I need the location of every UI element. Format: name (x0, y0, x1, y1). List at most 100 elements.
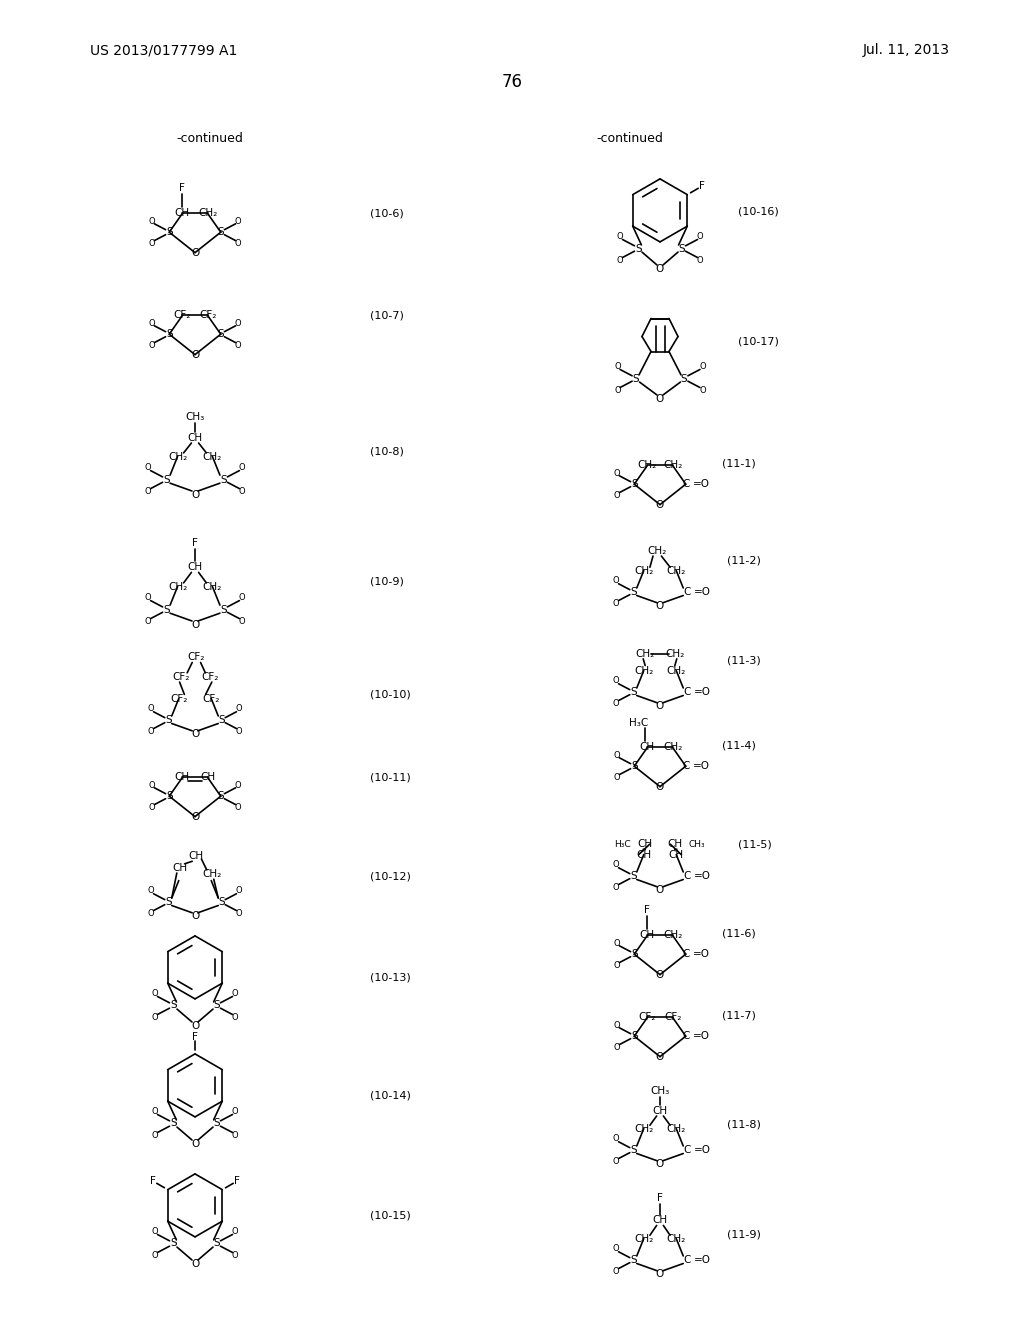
Text: O: O (612, 577, 620, 586)
Text: O: O (144, 618, 152, 626)
Text: CH: CH (175, 772, 190, 783)
Text: S: S (631, 1031, 638, 1041)
Text: (10-11): (10-11) (370, 774, 411, 783)
Text: S: S (166, 329, 173, 339)
Text: S: S (163, 475, 170, 484)
Text: F: F (150, 1176, 156, 1185)
Text: CH₂: CH₂ (634, 1123, 653, 1134)
Text: O: O (612, 676, 620, 685)
Text: CH: CH (652, 1216, 668, 1225)
Text: O: O (234, 803, 242, 812)
Text: O: O (656, 1052, 665, 1061)
Text: S: S (170, 1118, 177, 1129)
Text: S: S (631, 949, 638, 960)
Text: C: C (683, 871, 690, 882)
Text: S: S (630, 1255, 637, 1265)
Text: O: O (152, 1251, 158, 1261)
Text: CH₂: CH₂ (667, 665, 686, 676)
Text: CF₂: CF₂ (174, 310, 191, 321)
Text: CH₂: CH₂ (663, 742, 682, 752)
Text: O: O (656, 701, 665, 711)
Text: O: O (190, 729, 199, 739)
Text: S: S (213, 1001, 220, 1011)
Text: O: O (152, 1228, 158, 1236)
Text: CH₂: CH₂ (647, 546, 667, 556)
Text: CH: CH (637, 840, 652, 849)
Text: O: O (148, 239, 156, 248)
Text: CH₂: CH₂ (663, 461, 682, 470)
Text: (11-7): (11-7) (722, 1010, 756, 1020)
Text: (10-16): (10-16) (738, 206, 778, 216)
Text: C: C (682, 762, 689, 771)
Text: (11-4): (11-4) (722, 741, 756, 750)
Text: S: S (630, 871, 637, 882)
Text: O: O (231, 1131, 239, 1140)
Text: =O: =O (692, 949, 710, 960)
Text: O: O (234, 341, 242, 350)
Text: S: S (630, 1146, 637, 1155)
Text: O: O (190, 350, 199, 359)
Text: O: O (234, 216, 242, 226)
Text: O: O (616, 256, 624, 265)
Text: O: O (612, 1156, 620, 1166)
Text: O: O (190, 911, 199, 921)
Text: O: O (152, 1131, 158, 1140)
Text: O: O (613, 469, 621, 478)
Text: O: O (234, 318, 242, 327)
Text: CH: CH (200, 772, 215, 783)
Text: CH: CH (188, 851, 204, 861)
Text: 76: 76 (502, 73, 522, 91)
Text: CH₃: CH₃ (650, 1086, 670, 1097)
Text: S: S (218, 898, 225, 907)
Text: CF₂: CF₂ (203, 693, 220, 704)
Text: O: O (616, 232, 624, 242)
Text: (10-14): (10-14) (370, 1090, 411, 1100)
Text: O: O (190, 1258, 199, 1269)
Text: CH: CH (175, 209, 190, 218)
Text: (10-17): (10-17) (738, 337, 779, 346)
Text: CH₂: CH₂ (667, 1123, 686, 1134)
Text: (10-13): (10-13) (370, 972, 411, 982)
Text: O: O (190, 490, 199, 499)
Text: O: O (147, 705, 155, 713)
Text: O: O (697, 232, 703, 242)
Text: O: O (656, 1159, 665, 1170)
Text: S: S (163, 605, 170, 615)
Text: S: S (218, 715, 225, 725)
Text: (11-5): (11-5) (738, 840, 772, 850)
Text: S: S (170, 1238, 177, 1249)
Text: H₃C: H₃C (630, 718, 648, 727)
Text: CH₂: CH₂ (203, 582, 222, 591)
Text: O: O (612, 861, 620, 870)
Text: =O: =O (692, 479, 710, 490)
Text: O: O (612, 1134, 620, 1143)
Text: CF₂: CF₂ (639, 1012, 656, 1023)
Text: C: C (683, 587, 690, 597)
Text: S: S (678, 243, 685, 253)
Text: CH: CH (640, 931, 655, 940)
Text: CF₂: CF₂ (172, 672, 189, 682)
Text: O: O (231, 1251, 239, 1261)
Text: O: O (234, 780, 242, 789)
Text: =O: =O (693, 1255, 711, 1265)
Text: S: S (165, 898, 172, 907)
Text: C: C (683, 1146, 690, 1155)
Text: O: O (656, 1269, 665, 1279)
Text: O: O (239, 618, 246, 626)
Text: CH: CH (668, 840, 683, 849)
Text: (11-9): (11-9) (727, 1229, 761, 1239)
Text: O: O (239, 463, 246, 473)
Text: O: O (236, 705, 243, 713)
Text: CF₂: CF₂ (664, 1012, 681, 1023)
Text: CH₂: CH₂ (666, 649, 685, 659)
Text: S: S (217, 329, 224, 339)
Text: O: O (147, 909, 155, 917)
Text: C: C (682, 949, 689, 960)
Text: O: O (613, 1043, 621, 1052)
Text: O: O (234, 239, 242, 248)
Text: F: F (234, 1176, 241, 1185)
Text: CH₂: CH₂ (634, 565, 653, 576)
Text: O: O (147, 727, 155, 735)
Text: S: S (631, 479, 638, 490)
Text: S: S (213, 1238, 220, 1249)
